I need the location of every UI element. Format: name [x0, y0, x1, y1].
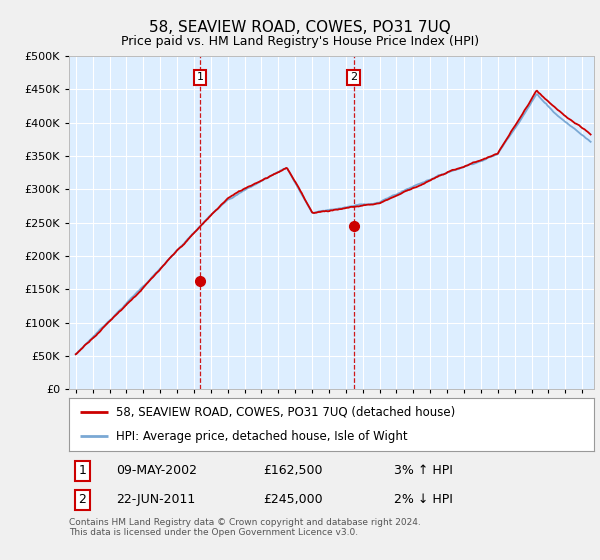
Text: 2: 2: [350, 72, 358, 82]
Text: 09-MAY-2002: 09-MAY-2002: [116, 464, 197, 477]
Text: 1: 1: [196, 72, 203, 82]
Text: 22-JUN-2011: 22-JUN-2011: [116, 493, 196, 506]
Text: £245,000: £245,000: [263, 493, 323, 506]
Text: 1: 1: [78, 464, 86, 477]
Text: 58, SEAVIEW ROAD, COWES, PO31 7UQ: 58, SEAVIEW ROAD, COWES, PO31 7UQ: [149, 20, 451, 35]
Text: £162,500: £162,500: [263, 464, 323, 477]
Text: Contains HM Land Registry data © Crown copyright and database right 2024.
This d: Contains HM Land Registry data © Crown c…: [69, 518, 421, 538]
Text: 3% ↑ HPI: 3% ↑ HPI: [395, 464, 454, 477]
Text: 2% ↓ HPI: 2% ↓ HPI: [395, 493, 454, 506]
Text: Price paid vs. HM Land Registry's House Price Index (HPI): Price paid vs. HM Land Registry's House …: [121, 35, 479, 48]
Text: 2: 2: [78, 493, 86, 506]
Text: HPI: Average price, detached house, Isle of Wight: HPI: Average price, detached house, Isle…: [116, 430, 408, 443]
Text: 58, SEAVIEW ROAD, COWES, PO31 7UQ (detached house): 58, SEAVIEW ROAD, COWES, PO31 7UQ (detac…: [116, 405, 455, 418]
